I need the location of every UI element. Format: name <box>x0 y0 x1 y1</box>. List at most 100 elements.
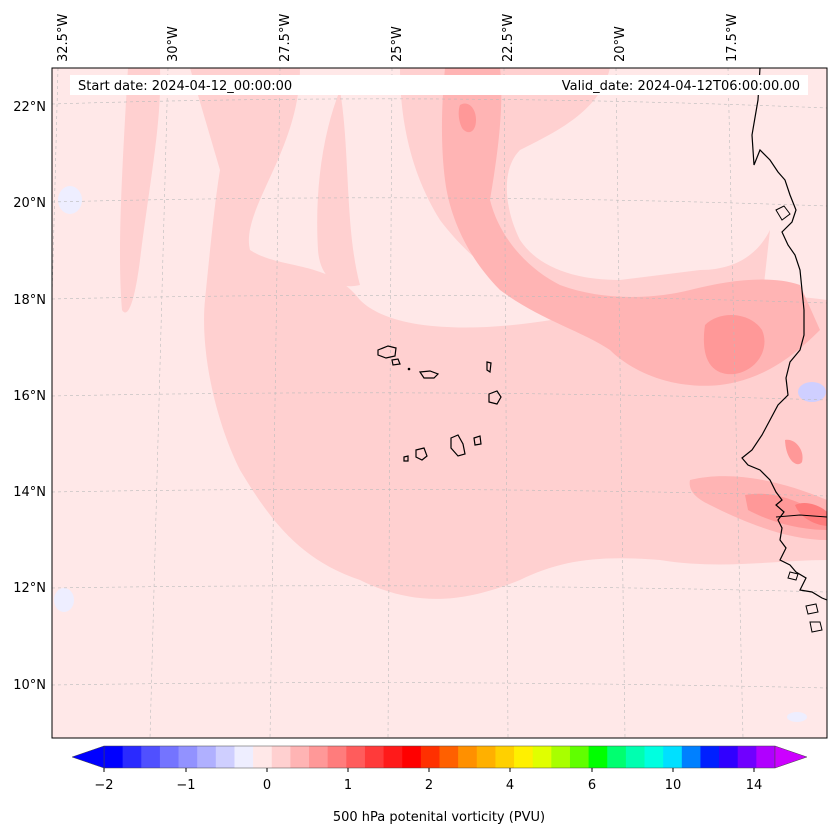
colorbar-segment <box>551 746 571 768</box>
header-box <box>70 75 808 95</box>
lon-label: 20°W <box>613 26 628 62</box>
map-frame <box>51 67 828 739</box>
coast-inlet <box>775 205 791 221</box>
colorbar-segment <box>458 746 478 768</box>
colorbar-min-arrow <box>71 745 105 769</box>
colorbar-segment <box>122 746 142 768</box>
pv-negative-patch <box>58 186 82 214</box>
island-fogo <box>415 447 428 461</box>
colorbar-segment <box>663 746 683 768</box>
colorbar-segment <box>178 746 198 768</box>
colorbar-tick-labels: −2 −1 0 1 2 4 6 10 14 <box>94 778 762 793</box>
colorbar-segment <box>700 746 720 768</box>
lon-label: 30°W <box>166 26 181 62</box>
colorbar-segment <box>569 746 590 768</box>
valid-date-text: Valid_date: 2024-04-12T06:00:00.00 <box>562 79 800 94</box>
colorbar-segment <box>271 746 291 768</box>
pv-contour-light <box>317 90 360 287</box>
colorbar-segment <box>514 746 534 768</box>
colorbar-segment <box>141 746 161 768</box>
graticule <box>52 68 827 738</box>
island-boa-vista <box>488 390 502 405</box>
colorbar-segment <box>495 746 515 768</box>
island-brava <box>403 455 409 462</box>
lon-label: 22.5°W <box>501 14 516 62</box>
lat-label: 16°N <box>13 389 46 404</box>
colorbar-segment <box>104 746 124 768</box>
colorbar-segment <box>681 746 701 768</box>
pv-contour-light <box>120 68 161 313</box>
colorbar-label: 500 hPa potenital vorticity (PVU) <box>333 810 545 825</box>
colorbar-segment <box>327 746 347 768</box>
colorbar-segment <box>607 746 627 768</box>
pv-contour-medium <box>441 68 820 386</box>
gambia-river <box>775 514 827 518</box>
island-sao-nicolau <box>418 370 440 379</box>
island-santo-antao <box>377 345 397 359</box>
colorbar-segment <box>737 746 757 768</box>
colorbar-segment <box>625 746 645 768</box>
pv-negative-patch <box>54 588 74 612</box>
pv-contour-strong <box>785 439 803 465</box>
colorbar-tick-label: 1 <box>344 778 352 793</box>
colorbar-segment <box>346 746 366 768</box>
guinea-bissau-islands <box>787 571 823 633</box>
colorbar-segment <box>439 746 459 768</box>
lat-label: 14°N <box>13 485 46 500</box>
colorbar-segment <box>532 746 552 768</box>
lat-label: 22°N <box>13 100 46 115</box>
colorbar-segment <box>253 746 273 768</box>
lon-label: 27.5°W <box>278 14 293 62</box>
colorbar-tick-label: 6 <box>588 778 596 793</box>
colorbar-segment <box>644 746 664 768</box>
latitude-labels: 22°N 20°N 18°N 16°N 14°N 12°N 10°N <box>13 100 46 693</box>
lon-label: 32.5°W <box>56 14 71 62</box>
pv-contour-strong <box>745 493 827 530</box>
colorbar-segment <box>476 746 496 768</box>
colorbar-segment <box>215 746 235 768</box>
colorbar-tick-label: −1 <box>176 778 195 793</box>
colorbar-segment <box>719 746 739 768</box>
colorbar-segment <box>234 746 254 768</box>
colorbar-tick-label: 0 <box>263 778 271 793</box>
colorbar-tick-label: 2 <box>425 778 433 793</box>
island-maio <box>473 435 482 446</box>
lat-label: 20°N <box>13 196 46 211</box>
colorbar-tick-label: 10 <box>665 778 682 793</box>
cape-verde-islands <box>377 345 502 462</box>
colorbar-segment <box>364 746 384 768</box>
longitude-labels: 32.5°W 30°W 27.5°W 25°W 22.5°W 20°W 17.5… <box>56 14 740 62</box>
colorbar-max-arrow <box>774 745 808 769</box>
colorbar-segment <box>402 746 422 768</box>
colorbar-segment <box>290 746 310 768</box>
pv-contour-light <box>190 68 827 599</box>
colorbar-segment <box>159 746 179 768</box>
colorbar <box>103 745 776 769</box>
pv-contour-strong <box>458 103 476 133</box>
island-santa-luzia <box>407 367 411 371</box>
lat-label: 12°N <box>13 581 46 596</box>
colorbar-tick-label: 4 <box>506 778 514 793</box>
colorbar-segment <box>588 746 608 768</box>
lat-label: 10°N <box>13 678 46 693</box>
colorbar-segment <box>420 746 440 768</box>
pv-negative-patch <box>787 712 807 722</box>
colorbar-segment <box>309 746 329 768</box>
lat-label: 18°N <box>13 293 46 308</box>
colorbar-segment <box>383 746 403 768</box>
pv-negative-patch <box>798 382 826 402</box>
colorbar-segment <box>756 746 776 768</box>
colorbar-tick-label: 14 <box>746 778 763 793</box>
colorbar-ticks <box>103 768 755 772</box>
colorbar-segment <box>197 746 217 768</box>
map-panel <box>52 68 827 738</box>
african-coastline <box>741 68 827 601</box>
pv-contour-stronger <box>795 502 827 526</box>
start-date-text: Start date: 2024-04-12_00:00:00 <box>78 79 292 94</box>
island-santiago <box>450 434 466 457</box>
island-sal <box>486 361 492 374</box>
colorbar-tick-label: −2 <box>94 778 113 793</box>
island-sao-vicente <box>391 358 401 366</box>
lon-label: 25°W <box>390 26 405 62</box>
